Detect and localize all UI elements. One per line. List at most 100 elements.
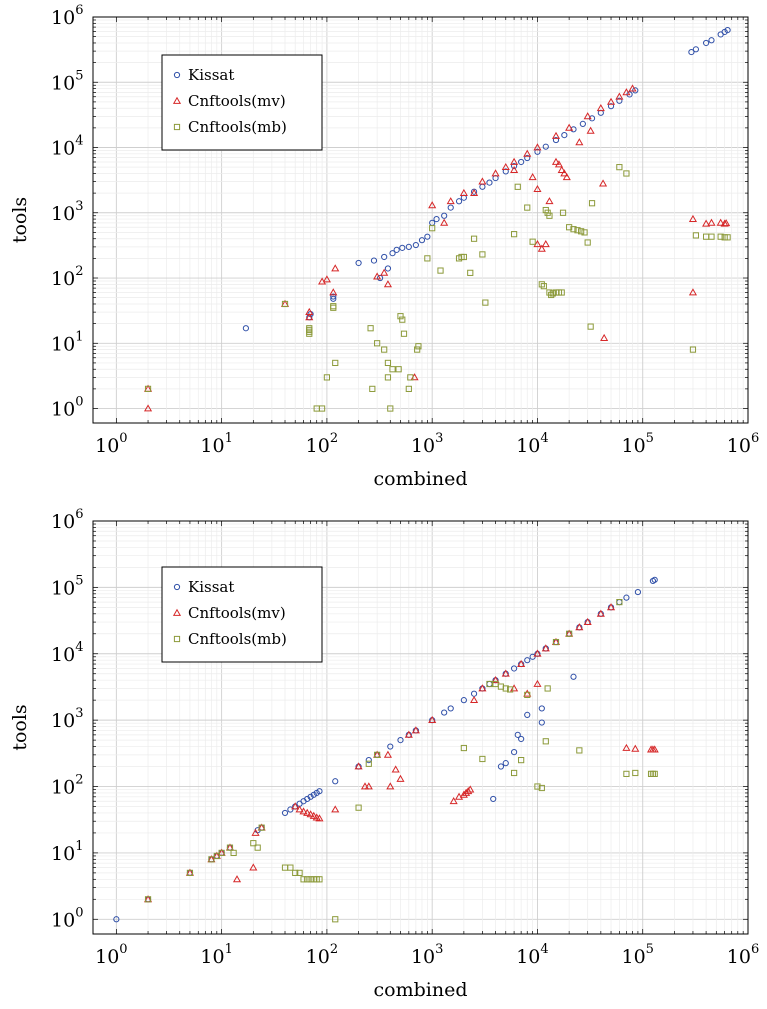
x-tick-exponent: 1 — [225, 942, 233, 957]
data-point — [448, 205, 453, 210]
y-tick-exponent: 5 — [75, 573, 83, 588]
x-tick-label: 102 — [306, 942, 338, 968]
x-tick-label: 103 — [411, 942, 443, 968]
data-point — [577, 748, 582, 753]
data-point — [243, 326, 248, 331]
data-point — [587, 128, 593, 134]
y-tick-label: 101 — [51, 329, 83, 355]
y-tick-exponent: 0 — [75, 905, 83, 920]
x-tick-label: 106 — [727, 942, 759, 968]
x-tick-exponent: 4 — [540, 431, 548, 446]
data-point — [307, 327, 312, 332]
data-point — [652, 771, 657, 776]
data-point — [471, 697, 477, 703]
y-tick-exponent: 4 — [75, 640, 83, 655]
legend-label: Cnftools(mb) — [188, 630, 287, 648]
x-tick-label: 104 — [516, 942, 548, 968]
data-point — [368, 326, 373, 331]
data-point — [543, 241, 549, 247]
data-point — [562, 132, 567, 137]
y-tick-label: 104 — [51, 134, 83, 160]
data-point — [331, 305, 336, 310]
data-point — [515, 184, 520, 189]
data-point — [332, 265, 338, 271]
data-point — [588, 324, 593, 329]
legend: Kissat Cnftools(mv) Cnftools(mb) — [162, 55, 322, 150]
data-point — [539, 720, 544, 725]
legend-label: Cnftools(mv) — [188, 604, 286, 622]
x-tick-exponent: 3 — [435, 942, 443, 957]
data-point — [483, 300, 488, 305]
x-tick-exponent: 2 — [330, 431, 338, 446]
y-tick-label: 102 — [51, 264, 83, 290]
data-point — [546, 198, 552, 204]
x-tick-label: 103 — [411, 431, 443, 457]
y-tick-label: 106 — [51, 507, 83, 533]
data-point — [693, 233, 698, 238]
y-tick-exponent: 1 — [75, 839, 83, 854]
y-axis-label: tools — [9, 704, 31, 750]
y-tick-exponent: 3 — [75, 199, 83, 214]
legend-label: Cnftools(mb) — [188, 118, 287, 136]
x-axis-label: combined — [374, 468, 468, 490]
x-tick-label: 101 — [200, 942, 232, 968]
x-tick-label: 106 — [727, 431, 759, 457]
data-point — [468, 270, 473, 275]
y-tick-exponent: 3 — [75, 706, 83, 721]
data-point — [307, 331, 312, 336]
data-point — [234, 876, 240, 882]
x-tick-label: 105 — [621, 942, 653, 968]
x-tick-exponent: 5 — [646, 431, 654, 446]
data-point — [392, 766, 398, 772]
data-point — [650, 771, 655, 776]
x-tick-exponent: 0 — [119, 431, 127, 446]
data-point — [382, 254, 387, 259]
x-tick-exponent: 1 — [225, 431, 233, 446]
legend-label: Kissat — [188, 578, 234, 596]
data-point — [471, 691, 476, 696]
data-point — [543, 739, 548, 744]
data-point — [633, 770, 638, 775]
data-point — [366, 758, 371, 763]
x-tick-exponent: 6 — [751, 431, 759, 446]
y-tick-label: 103 — [51, 199, 83, 225]
y-tick-exponent: 2 — [75, 773, 83, 788]
data-point — [333, 779, 338, 784]
data-point — [394, 247, 399, 252]
data-point — [487, 681, 492, 686]
data-point — [385, 266, 390, 271]
chart-1: 100 101 102 103 104 105 1061001011021031041051… — [9, 3, 759, 490]
data-point — [601, 335, 607, 341]
data-point — [332, 806, 338, 812]
data-point — [307, 329, 312, 334]
y-tick-label: 104 — [51, 640, 83, 666]
x-tick-label: 102 — [306, 431, 338, 457]
legend-label: Cnftools(mv) — [188, 92, 286, 110]
y-tick-label: 105 — [51, 68, 83, 94]
chart-2: 100 101 102 103 104 105 1061001011021031041051… — [9, 507, 759, 1001]
data-point — [307, 326, 312, 331]
y-tick-label: 100 — [51, 905, 83, 931]
data-point — [487, 180, 492, 185]
data-point — [571, 674, 576, 679]
y-tick-label: 100 — [51, 395, 83, 421]
data-point — [438, 268, 443, 273]
data-point — [456, 199, 461, 204]
x-tick-label: 101 — [200, 431, 232, 457]
x-axis-label: combined — [374, 979, 468, 1001]
x-tick-exponent: 5 — [646, 942, 654, 957]
x-tick-exponent: 3 — [435, 431, 443, 446]
data-point — [441, 220, 447, 226]
data-point — [371, 258, 376, 263]
y-tick-exponent: 6 — [75, 3, 83, 18]
data-point — [448, 706, 453, 711]
x-tick-exponent: 6 — [751, 942, 759, 957]
data-point — [589, 201, 594, 206]
x-tick-exponent: 0 — [119, 942, 127, 957]
y-tick-label: 101 — [51, 839, 83, 865]
legend: Kissat Cnftools(mv) Cnftools(mb) — [162, 567, 322, 662]
data-point — [708, 220, 714, 226]
x-tick-exponent: 2 — [330, 942, 338, 957]
data-point — [580, 121, 585, 126]
